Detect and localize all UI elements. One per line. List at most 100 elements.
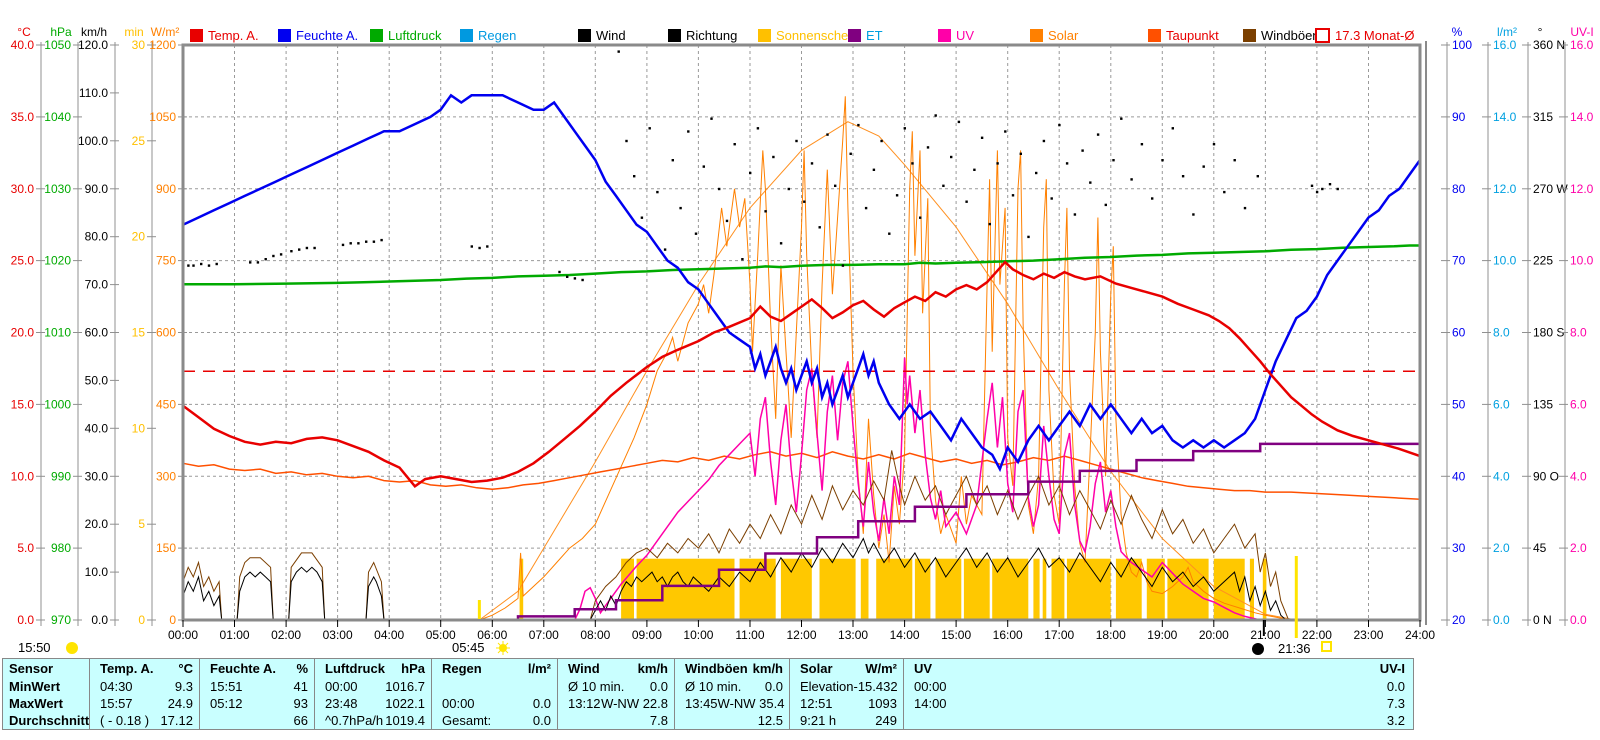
svg-text:1050: 1050 — [149, 110, 176, 124]
series-windb-en — [182, 450, 1420, 621]
table-cell-regen: Regen l/m² — [431, 659, 557, 678]
series-temp-a- — [182, 260, 1421, 488]
svg-text:30: 30 — [1452, 541, 1466, 555]
legend-swatch — [460, 29, 473, 42]
series-taupunkt — [182, 451, 1421, 501]
table-cell-windb-en: 13:45 W-NW 35.4 — [674, 695, 789, 712]
svg-text:8.0: 8.0 — [1570, 326, 1587, 340]
legend-item-17-3-monat-: 17.3 Monat-Ø — [1315, 28, 1415, 43]
row-label: MaxWert — [9, 696, 63, 711]
svg-text:900: 900 — [156, 182, 176, 196]
svg-text:23:00: 23:00 — [1353, 628, 1383, 642]
svg-text:04:00: 04:00 — [374, 628, 404, 642]
svg-text:W/m²: W/m² — [151, 25, 180, 39]
svg-text:15:00: 15:00 — [941, 628, 971, 642]
series-luftdruck — [183, 244, 1420, 286]
legend-swatch — [1148, 29, 1161, 42]
legend-item-solar: Solar — [1030, 28, 1078, 43]
sunset-time: 21:36 — [1278, 641, 1311, 656]
svg-text:11:00: 11:00 — [735, 628, 764, 642]
table-row: MinWert 04:30 9.3 15:51 41 00:00 1016.7 Ø 10 mi… — [3, 678, 1413, 695]
svg-text:1030: 1030 — [44, 182, 71, 196]
table-cell-windb-en: Windböen km/h — [674, 659, 789, 678]
table-cell-uv: 14:00 7.3 — [903, 695, 1411, 712]
table-cell-wind: Wind km/h — [557, 659, 674, 678]
legend-label: Wind — [596, 28, 626, 43]
table-cell-regen — [431, 678, 557, 695]
legend-item-sonnenschein: Sonnenschein — [758, 28, 858, 43]
svg-text:12.0: 12.0 — [1493, 182, 1517, 196]
svg-text:10.0: 10.0 — [11, 469, 35, 483]
sunrise-sun-icon — [496, 641, 510, 655]
svg-text:90 O: 90 O — [1533, 469, 1559, 483]
svg-text:0.0: 0.0 — [1493, 613, 1510, 627]
svg-text:min: min — [124, 25, 143, 39]
svg-text:750: 750 — [156, 254, 176, 268]
svg-text:1010: 1010 — [44, 326, 71, 340]
svg-text:2.0: 2.0 — [1493, 541, 1510, 555]
svg-text:60: 60 — [1452, 326, 1466, 340]
svg-text:120.0: 120.0 — [78, 38, 108, 52]
legend-label: Richtung — [686, 28, 738, 43]
legend-label: Feuchte A. — [296, 28, 359, 43]
svg-text:17:00: 17:00 — [1044, 628, 1074, 642]
table-cell-uv: 00:00 0.0 — [903, 678, 1411, 695]
svg-text:450: 450 — [156, 397, 176, 411]
svg-text:24:00: 24:00 — [1405, 628, 1435, 642]
svg-text:2.0: 2.0 — [1570, 541, 1587, 555]
svg-text:18:00: 18:00 — [1096, 628, 1126, 642]
series-wind — [182, 537, 1420, 621]
svg-text:03:00: 03:00 — [323, 628, 353, 642]
svg-text:km/h: km/h — [81, 25, 107, 39]
table-row: MaxWert 15:57 24.9 05:12 93 23:48 1022.1 00:00 0… — [3, 695, 1413, 712]
svg-text:07:00: 07:00 — [529, 628, 559, 642]
svg-text:20:00: 20:00 — [1199, 628, 1229, 642]
legend-label: Sonnenschein — [776, 28, 859, 43]
svg-text:21:00: 21:00 — [1250, 628, 1280, 642]
table-cell-temp-a-: 15:57 24.9 — [89, 695, 199, 712]
right-axes: %1009080706050403020l/m²16.014.012.010.0… — [1441, 25, 1594, 627]
svg-text:10.0: 10.0 — [85, 565, 109, 579]
series-solar — [479, 96, 1420, 621]
legend-label: Temp. A. — [208, 28, 259, 43]
table-cell-solar: Elevation -15.432 — [789, 678, 903, 695]
legend-label: Taupunkt — [1166, 28, 1219, 43]
svg-text:14:00: 14:00 — [890, 628, 920, 642]
svg-text:5: 5 — [138, 517, 145, 531]
svg-text:14.0: 14.0 — [1570, 110, 1594, 124]
svg-text:40.0: 40.0 — [11, 38, 35, 52]
svg-text:02:00: 02:00 — [271, 628, 301, 642]
legend-swatch — [848, 29, 861, 42]
series-et — [183, 442, 1420, 622]
svg-text:30: 30 — [132, 38, 146, 52]
svg-text:20: 20 — [1452, 613, 1466, 627]
svg-text:100.0: 100.0 — [78, 134, 108, 148]
sunset-square-icon — [1321, 641, 1332, 652]
table-cell-solar: Solar W/m² — [789, 659, 903, 678]
svg-text:315: 315 — [1533, 110, 1553, 124]
legend-swatch — [278, 29, 291, 42]
row-label: Sensor — [9, 661, 54, 676]
svg-text:45: 45 — [1533, 541, 1547, 555]
svg-text:09:00: 09:00 — [632, 628, 662, 642]
table-cell-solar: 12:51 1093 — [789, 695, 903, 712]
svg-text:90.0: 90.0 — [85, 182, 109, 196]
svg-text:1000: 1000 — [44, 397, 71, 411]
moonrise-time: 15:50 — [18, 640, 51, 655]
chart-legend: Temp. A. Feuchte A. Luftdruck Regen Wind Rich… — [0, 28, 1600, 46]
svg-text:5.0: 5.0 — [17, 541, 34, 555]
svg-text:360 N: 360 N — [1533, 38, 1565, 52]
legend-item-regen: Regen — [460, 28, 516, 43]
svg-text:80.0: 80.0 — [85, 230, 109, 244]
svg-text:90: 90 — [1452, 110, 1466, 124]
svg-text:hPa: hPa — [50, 25, 72, 39]
table-cell-luftdruck: Luftdruck hPa — [314, 659, 431, 678]
svg-text:0: 0 — [169, 613, 176, 627]
svg-text:40: 40 — [1452, 469, 1466, 483]
svg-text:1040: 1040 — [44, 110, 71, 124]
legend-item-uv: UV — [938, 28, 974, 43]
svg-text:08:00: 08:00 — [580, 628, 610, 642]
svg-text:0: 0 — [138, 613, 145, 627]
legend-label: Regen — [478, 28, 517, 43]
